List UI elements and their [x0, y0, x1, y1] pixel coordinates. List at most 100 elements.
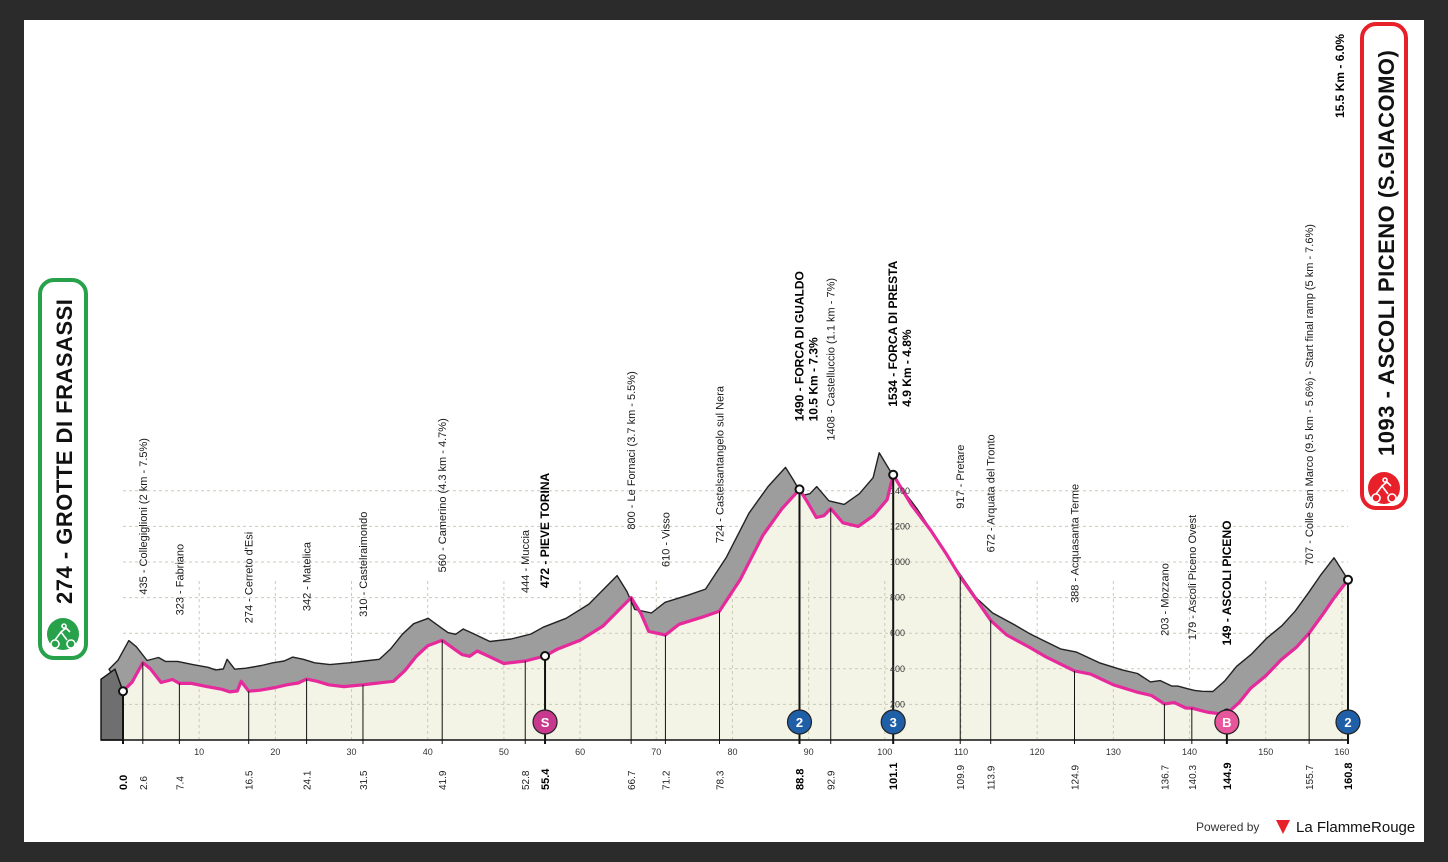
waypoint-km-label: 160.8 — [1343, 762, 1355, 790]
waypoint-name-label: 560 - Camerino (4.3 km - 4.7%) — [437, 418, 449, 572]
waypoint-name-label: 724 - Castelsantangelo sul Nera — [715, 385, 727, 543]
waypoint-km-label: 31.5 — [359, 770, 370, 790]
x-tick-label: 100 — [877, 747, 892, 757]
waypoint-km-label: 52.8 — [521, 770, 532, 790]
y-axis-layer: 200 400 600 800 1000 1200 1400 — [890, 486, 910, 710]
start-badge: 274 - GROTTE DI FRASASSI — [38, 278, 88, 660]
waypoint-name-label: 707 - Colle San Marco (9.5 km - 5.6%) - … — [1304, 224, 1316, 565]
waypoint-km-label: 88.8 — [794, 769, 806, 790]
x-tick-label: 20 — [270, 747, 280, 757]
waypoint-km-label: 101.1 — [888, 762, 900, 790]
x-tick-label: 10 — [194, 747, 204, 757]
waypoint-km-label: 144.9 — [1222, 762, 1234, 790]
waypoint-name-label: 179 - Ascoli Piceno Ovest — [1187, 515, 1199, 640]
waypoint-dot — [1343, 574, 1353, 585]
powered-by-text: Powered by — [1196, 820, 1259, 834]
category-marker-icon — [1335, 709, 1361, 735]
altitude-fill-layer — [123, 474, 1348, 740]
start-separator: - — [52, 545, 77, 566]
x-tick-label: 90 — [804, 747, 814, 757]
waypoint-km-label: 140.3 — [1188, 765, 1199, 790]
y-tick-label: 600 — [890, 628, 905, 638]
waypoint-name-label: 203 - Mozzano — [1159, 563, 1171, 636]
start-altitude: 274 — [52, 566, 77, 604]
x-tick-label: 40 — [423, 747, 433, 757]
waypoint-dot — [540, 650, 551, 661]
y-tick-label: 200 — [890, 699, 905, 709]
waypoint-km-label: 24.1 — [303, 770, 314, 790]
waypoint-name-label: 1534 - FORCA DI PRESTA — [886, 260, 900, 406]
x-tick-label: 50 — [499, 747, 509, 757]
waypoint-name-label: 435 - Collegiglioni (2 km - 7.5%) — [138, 438, 150, 595]
x-tick-label: 120 — [1030, 747, 1045, 757]
waypoint-name-label: 388 - Acquasanta Terme — [1070, 484, 1082, 603]
category-marker-icon — [880, 709, 906, 735]
route-series-line — [121, 473, 1350, 716]
waypoint-name-label: 672 - Arquata del Tronto — [986, 434, 998, 552]
waypoint-km-label: 0.0 — [118, 775, 130, 790]
x-tick-label: 160 — [1334, 747, 1349, 757]
marker-layer: S 2 3 B 2 — [532, 709, 1361, 735]
waypoint-dot — [794, 484, 805, 495]
category-marker-icon — [532, 709, 558, 735]
x-tick-label: 140 — [1182, 747, 1197, 757]
finish-badge-frame — [1360, 22, 1408, 510]
waypoint-km-label: 155.7 — [1305, 765, 1316, 790]
y-tick-label: 1400 — [890, 486, 910, 496]
x-tick-label: 30 — [347, 747, 357, 757]
waypoint-climb-label: 4.9 Km - 4.8% — [900, 329, 914, 407]
y-tick-label: 800 — [890, 593, 905, 603]
waypoint-km-label: 92.9 — [827, 770, 838, 790]
waypoint-dot — [888, 469, 899, 480]
finish-separator: - — [1374, 385, 1399, 405]
waypoint-name-label: 149 - ASCOLI PICENO — [1220, 521, 1234, 646]
waypoint-name-label: 472 - PIEVE TORINA — [538, 473, 552, 588]
category-marker-label: B — [1222, 715, 1231, 730]
x-tick-label: 70 — [651, 747, 661, 757]
waypoint-name-label: 323 - Fabriano — [174, 544, 186, 616]
finish-badge-title: 1093 - ASCOLI PICENO (S.GIACOMO) — [1374, 50, 1399, 456]
waypoint-name-label: 610 - Visso — [660, 512, 672, 567]
x-tick-label: 110 — [954, 747, 968, 757]
route-layer — [121, 473, 1350, 716]
waypoint-name-label: 1408 - Castelluccio (1.1 km - 7%) — [826, 278, 838, 441]
waypoint-km-label: 136.7 — [1160, 765, 1171, 790]
waypoint-km-label: 41.9 — [438, 770, 449, 790]
x-tick-label: 130 — [1106, 747, 1121, 757]
category-marker-label: S — [541, 715, 550, 730]
category-marker-icon — [786, 709, 813, 735]
y-tick-label: 1000 — [890, 557, 910, 567]
start-badge-frame — [38, 278, 88, 660]
waypoint-name-label: 274 - Cerreto d'Esi — [244, 532, 256, 623]
powered-by: Powered by La FlammeRouge — [1196, 819, 1415, 836]
finish-altitude: 1093 — [1374, 405, 1399, 456]
waypoint-dot — [118, 686, 128, 697]
waypoint-name-label: 917 - Pretare — [955, 445, 967, 509]
powered-by-brand: La FlammeRouge — [1296, 819, 1415, 836]
y-tick-label: 1200 — [890, 521, 910, 531]
waypoint-layer: 0.0 2.6 435 - Collegiglioni (2 km - 7.5%) 7… — [118, 224, 1355, 790]
waypoint-km-label: 66.7 — [627, 770, 638, 790]
cyclist-glyph — [50, 623, 76, 649]
waypoint-name-label: 444 - Muccia — [520, 529, 532, 593]
waypoint-name-label: 342 - Matelica — [302, 541, 314, 611]
flamme-rouge-logo-icon — [1276, 820, 1290, 834]
waypoint-km-label: 78.3 — [716, 770, 727, 790]
waypoint-km-label: 16.5 — [245, 770, 256, 790]
waypoint-name-label: 800 - Le Fornaci (3.7 km - 5.5%) — [626, 371, 638, 529]
finish-badge: 1093 - ASCOLI PICENO (S.GIACOMO) — [1360, 22, 1408, 510]
category-marker-label: 3 — [890, 715, 897, 730]
waypoint-km-label: 109.9 — [956, 765, 967, 790]
x-tick-label: 80 — [727, 747, 737, 757]
waypoint-name-label: 310 - Castelraimondo — [358, 512, 370, 617]
waypoint-km-label: 2.6 — [139, 776, 150, 790]
x-tick-label: 150 — [1258, 747, 1273, 757]
waypoint-climb-label: 10.5 Km - 7.3% — [806, 337, 820, 421]
finish-climb-note: 15.5 Km - 6.0% — [1333, 34, 1347, 118]
x-tick-label: 60 — [575, 747, 585, 757]
waypoint-km-label: 113.9 — [987, 765, 998, 790]
start-badge-title: 274 - GROTTE DI FRASASSI — [52, 299, 77, 604]
finish-cyclist-glyph — [1371, 477, 1397, 503]
grid-layer — [123, 490, 1348, 740]
